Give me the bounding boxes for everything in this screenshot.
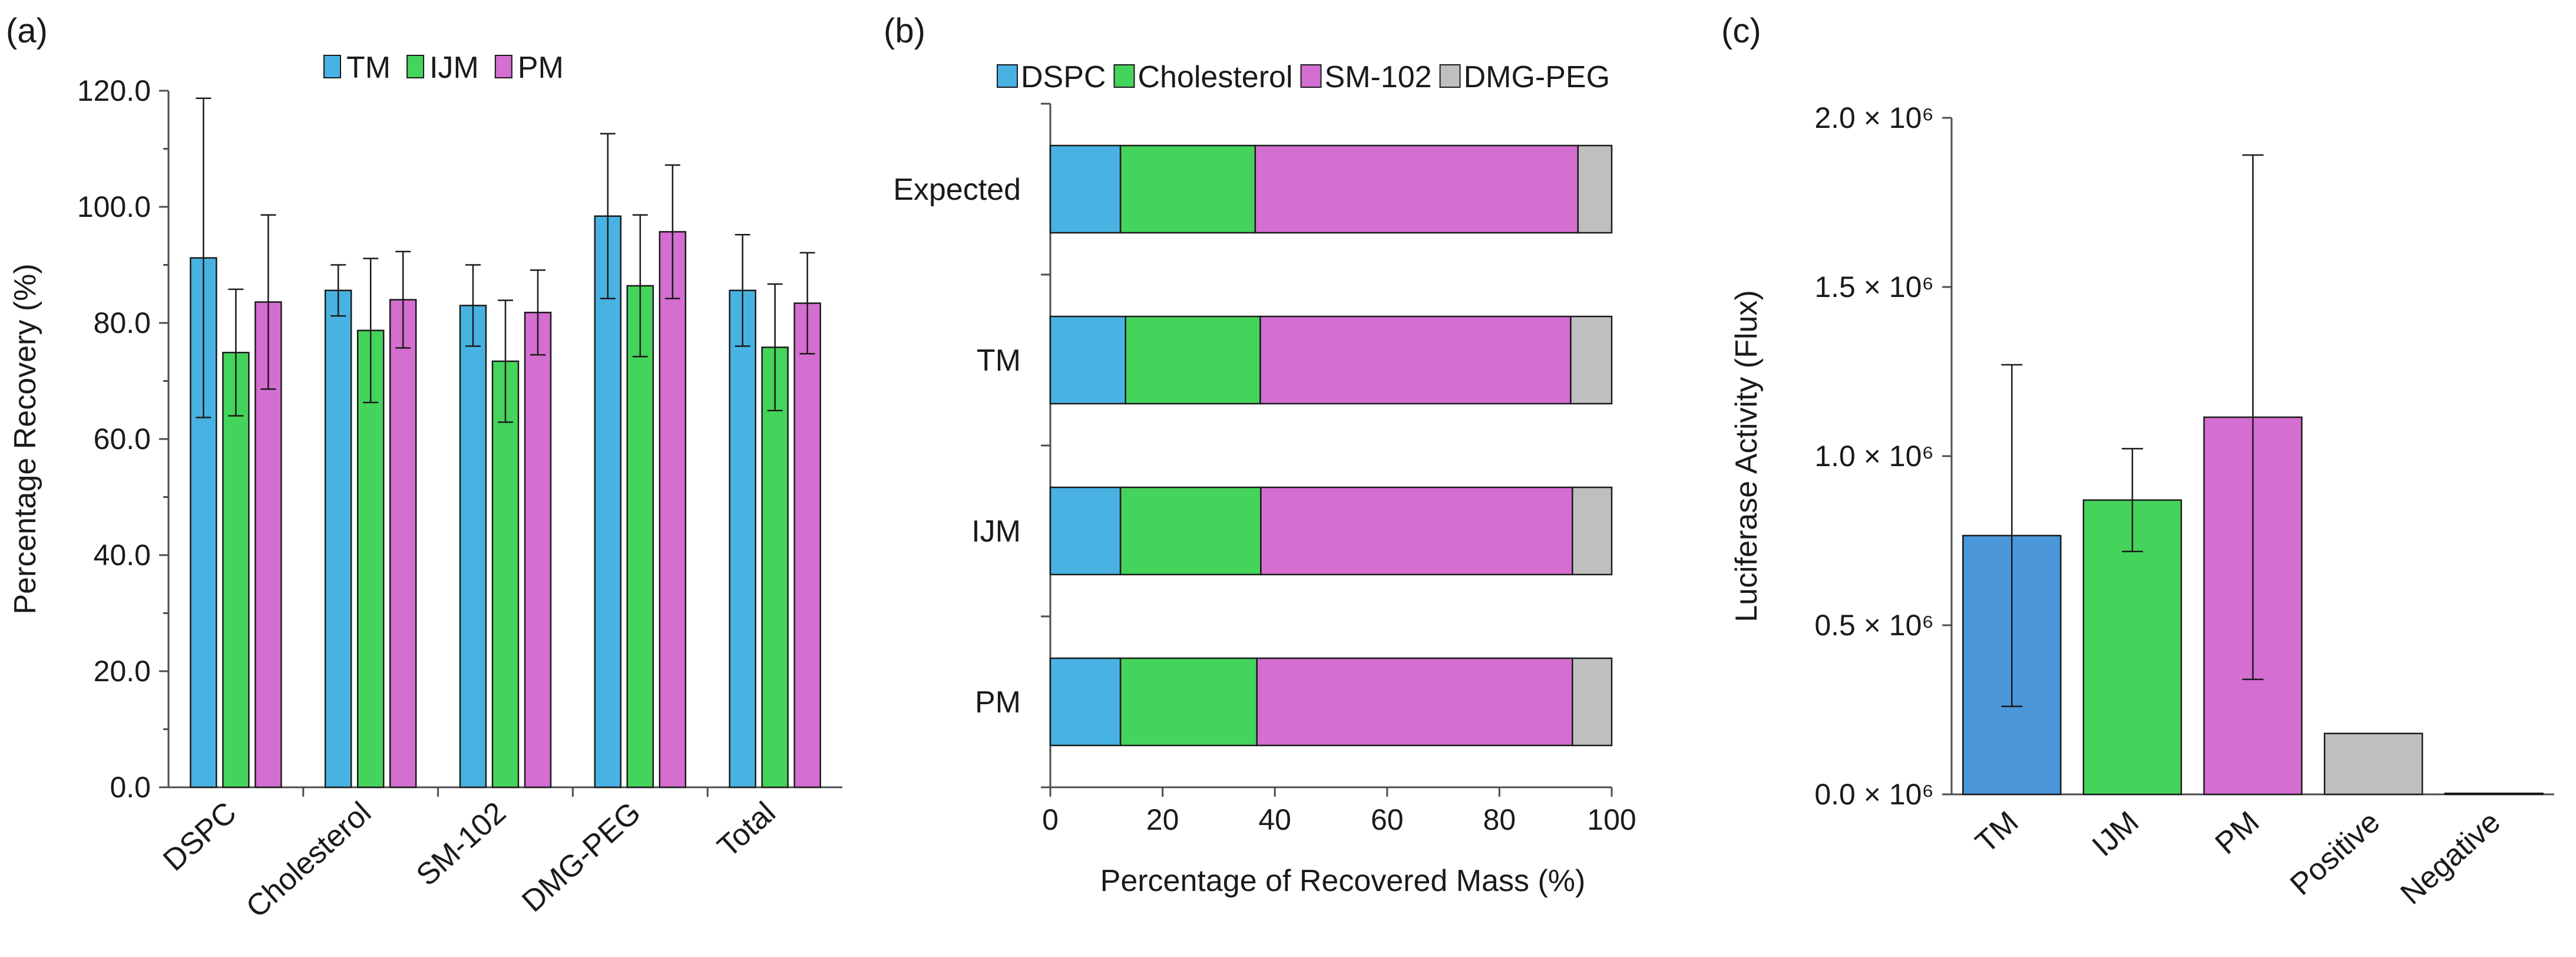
segment-dmg-peg-ijm bbox=[1572, 486, 1613, 576]
segment-cholesterol-expected bbox=[1119, 144, 1256, 234]
bar-ijm-dmg-peg bbox=[626, 285, 654, 788]
segment-cholesterol-ijm bbox=[1119, 486, 1262, 576]
legend-label-ijm: IJM bbox=[429, 51, 479, 85]
legend-label-dspc: DSPC bbox=[1021, 60, 1106, 94]
bar-tm-dmg-peg bbox=[594, 215, 622, 788]
panel-c-label: (c) bbox=[1721, 12, 1761, 50]
segment-sm-102-ijm bbox=[1260, 486, 1573, 576]
x-category-label: Negative bbox=[2394, 805, 2506, 911]
legend-label-pm: PM bbox=[518, 51, 564, 85]
y-category-label: PM bbox=[975, 685, 1021, 720]
y-tick-label: 0.0 × 10⁶ bbox=[1814, 778, 1934, 811]
y-tick-label: 1.5 × 10⁶ bbox=[1814, 270, 1934, 303]
y-category-label: TM bbox=[977, 344, 1021, 378]
y-tick-label: 2.0 × 10⁶ bbox=[1814, 101, 1934, 134]
segment-sm-102-pm bbox=[1256, 657, 1573, 747]
legend-swatch-pm bbox=[494, 55, 512, 78]
y-tick-label: 40.0 bbox=[94, 539, 151, 572]
bar-negative bbox=[2444, 793, 2544, 796]
y-axis-title: Luciferase Activity (Flux) bbox=[1730, 290, 1764, 622]
y-category-label: IJM bbox=[971, 514, 1021, 549]
segment-cholesterol-tm bbox=[1125, 315, 1261, 405]
y-axis-title: Percentage Recovery (%) bbox=[8, 263, 42, 614]
legend-swatch-tm bbox=[323, 55, 341, 78]
x-category-label: PM bbox=[2209, 805, 2266, 861]
panel-b-label: (b) bbox=[884, 12, 925, 50]
legend-swatch-sm-102 bbox=[1300, 64, 1322, 88]
segment-dspc-pm bbox=[1049, 657, 1122, 747]
chart-c: 0.0 × 10⁶ 0.5 × 10⁶ 1.0 × 10⁶ 1.5 × 10⁶ 2.0 … bbox=[1730, 101, 2554, 911]
legend-swatch-cholesterol bbox=[1113, 64, 1135, 88]
y-tick-label: 120.0 bbox=[77, 74, 151, 107]
x-category-label: IJM bbox=[2086, 805, 2145, 863]
x-tick-label: 80 bbox=[1483, 803, 1516, 836]
bar-pm-total bbox=[793, 302, 821, 788]
bar-positive bbox=[2323, 732, 2423, 796]
segment-dspc-ijm bbox=[1049, 486, 1122, 576]
x-tick-label: 100 bbox=[1587, 803, 1636, 836]
chart-a: 0.0 20.0 40.0 60.0 80.0 100.0 120.0 Percentage … bbox=[8, 51, 842, 925]
legend-label-dmg-peg: DMG-PEG bbox=[1464, 60, 1610, 94]
x-tick-label: 0 bbox=[1042, 803, 1059, 836]
segment-cholesterol-pm bbox=[1119, 657, 1258, 747]
bar-tm-sm-102 bbox=[459, 305, 487, 788]
bar-ijm-dspc bbox=[222, 351, 250, 788]
segment-dmg-peg-expected bbox=[1577, 144, 1613, 234]
legend-label-sm-102: SM-102 bbox=[1325, 60, 1432, 94]
bar-pm-sm-102 bbox=[524, 312, 552, 788]
segment-sm-102-tm bbox=[1259, 315, 1572, 405]
x-category-label: SM-102 bbox=[410, 796, 512, 893]
bar-ijm-sm-102 bbox=[491, 360, 520, 788]
legend-label-tm: TM bbox=[346, 51, 391, 85]
x-category-label: Total bbox=[711, 796, 782, 864]
x-category-label: DSPC bbox=[157, 796, 243, 878]
x-category-label: Positive bbox=[2284, 805, 2386, 902]
legend-swatch-dspc bbox=[997, 64, 1018, 88]
x-category-label: TM bbox=[1969, 805, 2025, 860]
x-axis-title: Percentage of Recovered Mass (%) bbox=[1100, 864, 1586, 898]
y-tick-label: 0.0 bbox=[110, 771, 151, 804]
segment-dmg-peg-tm bbox=[1570, 315, 1613, 405]
legend-label-cholesterol: Cholesterol bbox=[1137, 60, 1292, 94]
x-category-label: DMG-PEG bbox=[515, 796, 647, 919]
legend-swatch-ijm bbox=[406, 55, 425, 78]
y-tick-label: 20.0 bbox=[94, 655, 151, 688]
panel-a-label: (a) bbox=[6, 12, 48, 50]
segment-dmg-peg-pm bbox=[1572, 657, 1613, 747]
y-tick-label: 80.0 bbox=[94, 306, 151, 339]
y-tick-label: 60.0 bbox=[94, 423, 151, 456]
y-tick-label: 0.5 × 10⁶ bbox=[1814, 609, 1934, 642]
legend-swatch-dmg-peg bbox=[1439, 64, 1461, 88]
bar-ijm-cholesterol bbox=[356, 329, 385, 788]
segment-sm-102-expected bbox=[1254, 144, 1579, 234]
bar-ijm-total bbox=[761, 346, 789, 788]
y-tick-label: 100.0 bbox=[77, 190, 151, 223]
x-tick-label: 40 bbox=[1258, 803, 1291, 836]
x-tick-label: 60 bbox=[1371, 803, 1404, 836]
bar-pm-cholesterol bbox=[389, 299, 417, 788]
x-category-label: Cholesterol bbox=[240, 796, 378, 925]
bar-tm-cholesterol bbox=[324, 289, 352, 788]
segment-dspc-tm bbox=[1049, 315, 1126, 405]
segment-dspc-expected bbox=[1049, 144, 1122, 234]
x-tick-label: 20 bbox=[1146, 803, 1179, 836]
bar-tm-total bbox=[729, 289, 756, 788]
y-tick-label: 1.0 × 10⁶ bbox=[1814, 440, 1934, 473]
bar-pm-dmg-peg bbox=[659, 231, 687, 788]
y-category-label: Expected bbox=[893, 173, 1021, 207]
